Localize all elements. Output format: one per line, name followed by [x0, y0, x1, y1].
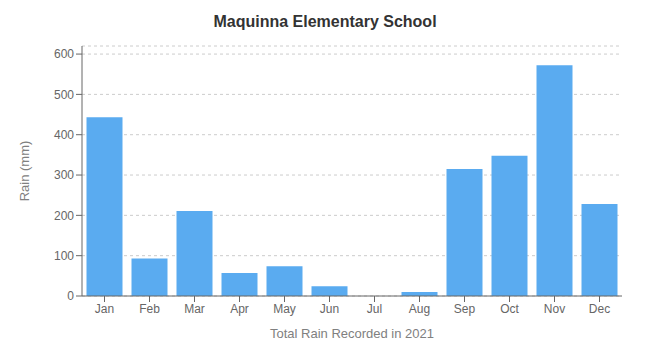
svg-text:Oct: Oct: [500, 302, 519, 316]
svg-text:May: May: [273, 302, 296, 316]
html-text:Maquinna Elementary School: Maquinna Elementary School: [213, 13, 437, 30]
svg-text:Jul: Jul: [367, 302, 382, 316]
svg-text:600: 600: [54, 47, 74, 61]
svg-text:Feb: Feb: [139, 302, 160, 316]
svg-text:Nov: Nov: [544, 302, 565, 316]
svg-text:0: 0: [67, 289, 74, 303]
svg-text:400: 400: [54, 128, 74, 142]
svg-text:Total Rain Recorded in 2021: Total Rain Recorded in 2021: [270, 326, 434, 341]
svg-text:Jun: Jun: [320, 302, 339, 316]
svg-text:300: 300: [54, 168, 74, 182]
svg-text:Rain (mm): Rain (mm): [17, 141, 32, 202]
svg-text:Aug: Aug: [409, 302, 430, 316]
svg-text:Apr: Apr: [230, 302, 249, 316]
svg-text:Jan: Jan: [95, 302, 114, 316]
svg-text:200: 200: [54, 209, 74, 223]
svg-text:Sep: Sep: [454, 302, 476, 316]
svg-text:100: 100: [54, 249, 74, 263]
svg-text:500: 500: [54, 88, 74, 102]
svg-text:Dec: Dec: [589, 302, 610, 316]
svg-text:Mar: Mar: [184, 302, 205, 316]
